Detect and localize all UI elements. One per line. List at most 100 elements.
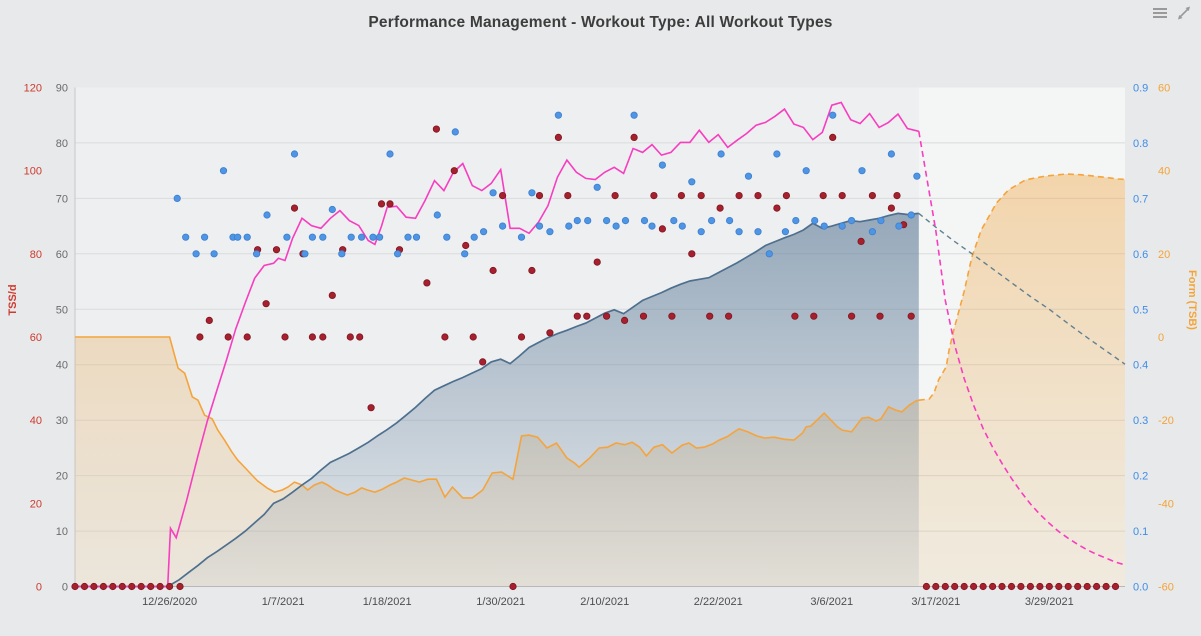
tss-dot[interactable]: [528, 266, 536, 275]
tss-dot[interactable]: [80, 582, 89, 591]
if-dot[interactable]: [479, 228, 488, 236]
tss-dot[interactable]: [1055, 582, 1063, 591]
tss-dot[interactable]: [441, 333, 449, 341]
tss-dot[interactable]: [281, 333, 289, 341]
if-dot[interactable]: [858, 167, 866, 175]
tss-dot[interactable]: [498, 192, 507, 200]
form-line[interactable]: [75, 336, 920, 499]
tss-dot[interactable]: [932, 582, 940, 591]
tss-dot[interactable]: [346, 333, 354, 341]
tss-dot[interactable]: [176, 582, 184, 591]
tss-dot[interactable]: [1111, 582, 1120, 591]
if-dot[interactable]: [498, 222, 507, 230]
tss-dot[interactable]: [1026, 582, 1035, 591]
if-dot[interactable]: [678, 222, 686, 230]
tss-dot[interactable]: [479, 358, 487, 366]
tss-dot[interactable]: [109, 582, 117, 591]
if-dot[interactable]: [640, 217, 649, 225]
tss-dot[interactable]: [620, 316, 629, 324]
tss-dot[interactable]: [688, 250, 696, 258]
tss-dot[interactable]: [868, 192, 877, 200]
if-dot[interactable]: [838, 222, 846, 230]
if-dot[interactable]: [301, 250, 309, 258]
tss-dot[interactable]: [998, 582, 1006, 591]
if-dot[interactable]: [517, 233, 526, 241]
tss-dot[interactable]: [630, 133, 638, 141]
tss-dot[interactable]: [99, 582, 108, 591]
if-dot[interactable]: [697, 228, 705, 236]
if-dot[interactable]: [253, 250, 261, 258]
tss-dot[interactable]: [887, 204, 896, 212]
if-dot[interactable]: [913, 172, 921, 180]
tss-dot[interactable]: [224, 333, 232, 341]
tss-dot[interactable]: [272, 246, 281, 254]
if-dot[interactable]: [451, 128, 459, 136]
if-dot[interactable]: [688, 178, 696, 186]
if-dot[interactable]: [744, 172, 753, 180]
if-dot[interactable]: [357, 233, 366, 241]
tss-dot[interactable]: [611, 192, 619, 200]
if-dot[interactable]: [717, 150, 725, 158]
tss-dot[interactable]: [147, 582, 155, 591]
tss-dot[interactable]: [489, 266, 497, 275]
if-dot[interactable]: [173, 194, 181, 202]
if-dot[interactable]: [725, 217, 734, 225]
if-dot[interactable]: [219, 167, 228, 175]
tss-dot[interactable]: [1045, 582, 1053, 591]
tss-dot[interactable]: [941, 582, 949, 591]
tss-dot[interactable]: [951, 582, 959, 591]
tss-dot[interactable]: [262, 300, 270, 308]
if-dot[interactable]: [765, 250, 773, 258]
tss-dot[interactable]: [90, 582, 98, 591]
tss-dot[interactable]: [810, 312, 818, 320]
tss-dot[interactable]: [243, 333, 251, 341]
tss-dot[interactable]: [706, 312, 714, 320]
tss-dot[interactable]: [546, 329, 554, 337]
if-dot[interactable]: [528, 189, 536, 197]
tss-dot[interactable]: [1074, 582, 1082, 591]
if-dot[interactable]: [386, 150, 394, 158]
if-dot[interactable]: [393, 250, 402, 258]
if-dot[interactable]: [820, 222, 828, 230]
tss-dot[interactable]: [969, 582, 978, 591]
tss-dot[interactable]: [509, 582, 517, 591]
fatigue-line[interactable]: [75, 101, 919, 588]
tss-dot[interactable]: [469, 333, 477, 341]
tss-dot[interactable]: [166, 582, 174, 591]
if-dot[interactable]: [210, 250, 218, 258]
hamburger-menu-icon[interactable]: [1151, 5, 1169, 21]
tss-dot[interactable]: [1083, 582, 1091, 591]
if-dot[interactable]: [811, 217, 819, 225]
tss-dot[interactable]: [735, 192, 743, 200]
tss-dot[interactable]: [1036, 582, 1044, 591]
tss-dot[interactable]: [377, 200, 386, 208]
tss-dot[interactable]: [791, 312, 799, 320]
if-dot[interactable]: [658, 161, 667, 169]
tss-dot[interactable]: [290, 204, 299, 212]
tss-dot[interactable]: [658, 225, 667, 233]
if-dot[interactable]: [573, 217, 581, 225]
if-dot[interactable]: [630, 111, 638, 119]
tss-dot[interactable]: [893, 192, 901, 200]
if-dot[interactable]: [792, 217, 800, 225]
if-dot[interactable]: [735, 228, 743, 236]
if-dot[interactable]: [404, 233, 412, 241]
if-dot[interactable]: [192, 250, 200, 258]
if-dot[interactable]: [754, 228, 762, 236]
if-dot[interactable]: [802, 167, 810, 175]
if-dot[interactable]: [328, 205, 336, 214]
tss-dot[interactable]: [1093, 582, 1101, 591]
if-dot[interactable]: [612, 222, 620, 230]
tss-dot[interactable]: [650, 192, 658, 200]
if-dot[interactable]: [201, 233, 209, 241]
if-dot[interactable]: [470, 233, 478, 241]
diagonal-arrows-icon[interactable]: [1175, 5, 1193, 21]
if-dot[interactable]: [290, 150, 299, 158]
tss-dot[interactable]: [754, 192, 762, 200]
tss-dot[interactable]: [697, 192, 705, 200]
tss-dot[interactable]: [857, 237, 865, 245]
if-dot[interactable]: [319, 233, 327, 241]
tss-dot[interactable]: [71, 582, 79, 591]
tss-dot[interactable]: [128, 582, 136, 591]
if-dot[interactable]: [602, 217, 611, 225]
